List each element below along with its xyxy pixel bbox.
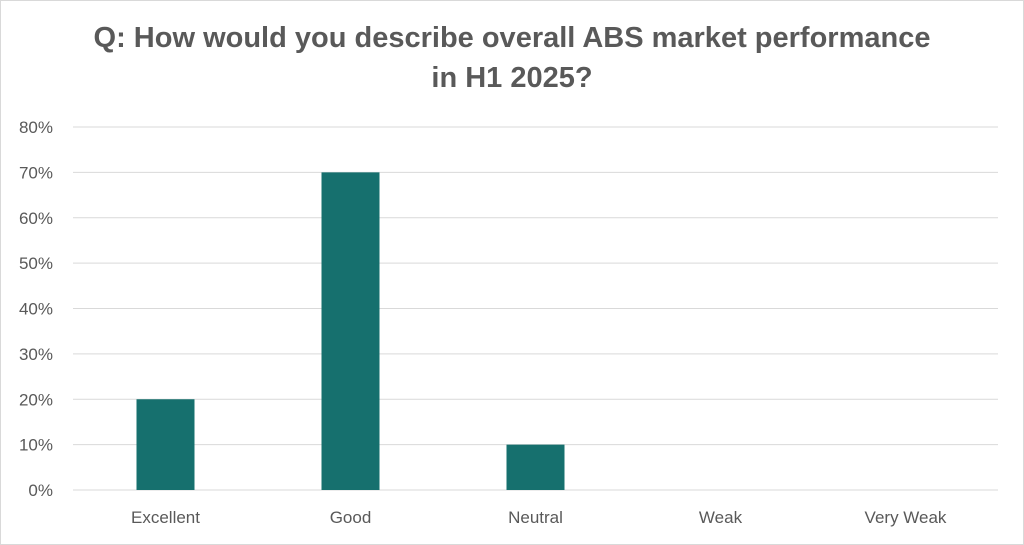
- x-axis-tick-labels: Excellent Good Neutral Weak Very Weak: [131, 508, 947, 527]
- chart-title-line-1: Q: How would you describe overall ABS ma…: [93, 22, 931, 54]
- bars: [136, 172, 565, 490]
- x-tick-label: Neutral: [508, 508, 563, 527]
- x-tick-label: Very Weak: [865, 508, 947, 527]
- bar-good: [321, 172, 380, 490]
- y-tick-label: 80%: [19, 118, 53, 137]
- y-tick-label: 70%: [19, 163, 53, 182]
- y-tick-label: 30%: [19, 345, 53, 364]
- y-tick-label: 10%: [19, 436, 53, 455]
- y-axis-tick-labels: 0% 10% 20% 30% 40% 50% 60% 70% 80%: [19, 118, 53, 500]
- x-tick-label: Weak: [699, 508, 743, 527]
- x-tick-label: Good: [330, 508, 372, 527]
- chart-title-line-2: in H1 2025?: [431, 62, 593, 94]
- y-tick-label: 20%: [19, 390, 53, 409]
- y-tick-label: 40%: [19, 300, 53, 319]
- bar-excellent: [136, 399, 195, 490]
- y-tick-label: 60%: [19, 209, 53, 228]
- gridlines: [73, 126, 998, 491]
- y-tick-label: 0%: [28, 481, 53, 500]
- x-tick-label: Excellent: [131, 508, 200, 527]
- bar-neutral: [506, 444, 565, 490]
- y-tick-label: 50%: [19, 254, 53, 273]
